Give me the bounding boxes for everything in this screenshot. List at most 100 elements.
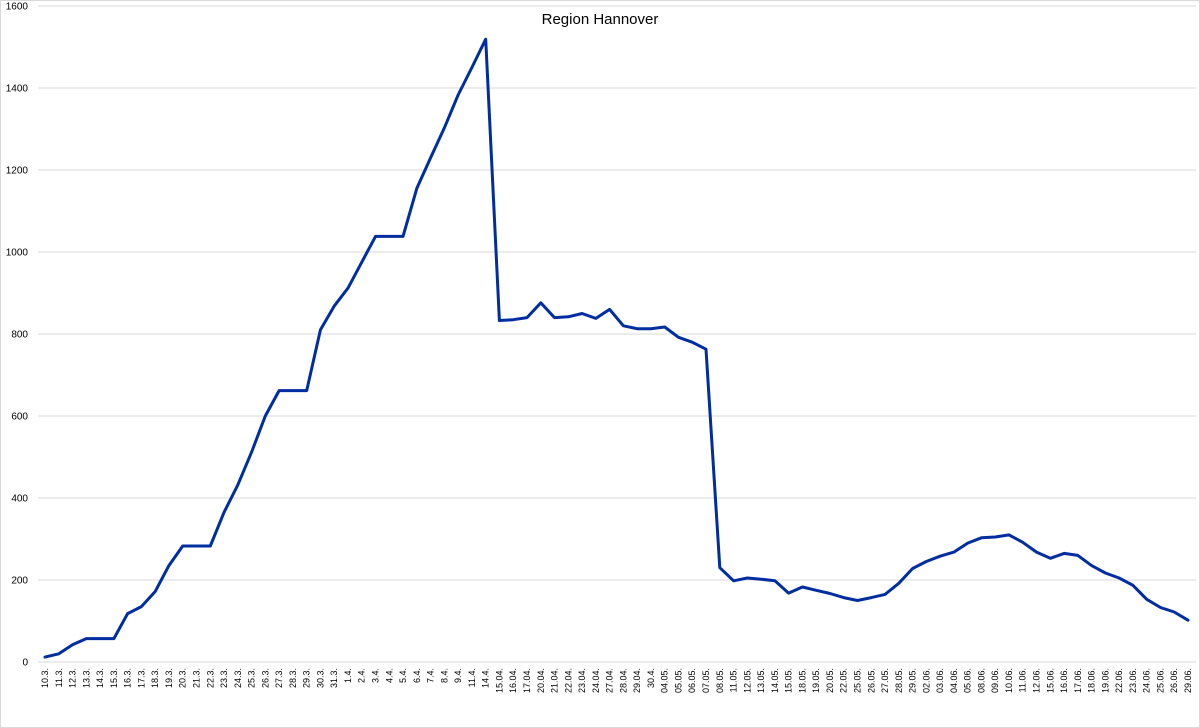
x-tick-label: 09.06. [990, 668, 1000, 693]
y-tick-label: 1000 [6, 248, 29, 259]
x-tick-label: 7.4. [426, 668, 436, 683]
x-tick-label: 22.06. [1114, 668, 1124, 693]
x-tick-label: 15.06. [1045, 668, 1055, 693]
x-tick-label: 03.06. [935, 668, 945, 693]
gridlines [38, 5, 1196, 663]
x-tick-label: 29.3. [302, 668, 312, 688]
y-tick-label: 400 [11, 494, 28, 505]
y-tick-label: 200 [11, 576, 28, 587]
x-tick-label: 3.4. [371, 668, 381, 683]
x-tick-label: 02.06. [921, 668, 931, 693]
x-axis-tick-labels: 10.3. 11.3. 12.3. 13.3. 14.3. 15.3. 16.3. 17.3.… [40, 668, 1193, 693]
x-tick-label: 22.04. [563, 668, 573, 693]
x-tick-label: 17.04. [522, 668, 532, 693]
x-tick-label: 28.3. [288, 668, 298, 688]
x-tick-label: 10.06. [1004, 668, 1014, 693]
x-tick-label: 8.4. [439, 668, 449, 683]
x-tick-label: 22.3. [205, 668, 215, 688]
x-tick-label: 12.3. [68, 668, 78, 688]
x-tick-label: 19.3. [164, 668, 174, 688]
x-tick-label: 26.05. [866, 668, 876, 693]
x-tick-label: 19.05. [811, 668, 821, 693]
x-tick-label: 24.3. [233, 668, 243, 688]
x-tick-label: 28.04. [618, 668, 628, 693]
series-group [43, 37, 1190, 659]
x-tick-label: 16.04. [508, 668, 518, 693]
x-tick-label: 22.05. [839, 668, 849, 693]
x-tick-label: 14.3. [95, 668, 105, 688]
x-tick-label: 18.3. [150, 668, 160, 688]
x-tick-label: 04.05. [660, 668, 670, 693]
x-tick-label: 16.3. [123, 668, 133, 688]
x-tick-label: 30.4. [646, 668, 656, 688]
x-tick-label: 6.4. [412, 668, 422, 683]
x-tick-label: 25.05. [852, 668, 862, 693]
x-tick-label: 05.06. [963, 668, 973, 693]
series-line [43, 37, 1190, 659]
x-tick-label: 27.05. [880, 668, 890, 693]
x-tick-label: 9.4. [453, 668, 463, 683]
x-tick-label: 24.06. [1142, 668, 1152, 693]
y-tick-label: 1400 [6, 84, 29, 95]
x-tick-label: 15.04. [494, 668, 504, 693]
x-tick-label: 25.06. [1155, 668, 1165, 693]
x-tick-label: 13.3. [81, 668, 91, 688]
y-tick-label: 800 [11, 330, 28, 341]
x-tick-label: 20.05. [825, 668, 835, 693]
x-tick-label: 20.04. [536, 668, 546, 693]
x-tick-label: 13.05. [756, 668, 766, 693]
x-tick-label: 18.05. [797, 668, 807, 693]
x-tick-label: 14.4. [481, 668, 491, 688]
x-tick-label: 18.06. [1087, 668, 1097, 693]
x-tick-label: 27.04. [605, 668, 615, 693]
x-tick-label: 11.4. [467, 668, 477, 687]
x-tick-label: 28.05. [894, 668, 904, 693]
x-tick-label: 04.06. [949, 668, 959, 693]
x-tick-label: 31.3. [329, 668, 339, 688]
x-tick-label: 1.4. [343, 668, 353, 683]
x-tick-label: 17.3. [136, 668, 146, 688]
x-tick-label: 23.06. [1128, 668, 1138, 693]
x-tick-label: 20.3. [178, 668, 188, 688]
x-tick-label: 24.04. [591, 668, 601, 693]
x-tick-label: 15.3. [109, 668, 119, 688]
x-tick-label: 2.4. [357, 668, 367, 683]
x-tick-label: 12.06. [1032, 668, 1042, 693]
x-tick-label: 07.05. [701, 668, 711, 693]
y-tick-label: 1600 [6, 2, 29, 13]
x-tick-label: 06.05. [687, 668, 697, 693]
x-tick-label: 27.3. [274, 668, 284, 688]
x-tick-label: 08.06. [976, 668, 986, 693]
x-tick-label: 21.3. [191, 668, 201, 688]
x-tick-label: 14.05. [770, 668, 780, 693]
x-tick-label: 11.05. [729, 668, 739, 692]
y-tick-label: 0 [22, 658, 28, 669]
x-tick-label: 5.4. [398, 668, 408, 683]
x-tick-label: 05.05. [673, 668, 683, 693]
y-tick-label: 600 [11, 412, 28, 423]
x-tick-label: 26.06. [1169, 668, 1179, 693]
x-tick-label: 23.04. [577, 668, 587, 693]
x-tick-label: 11.3. [54, 668, 64, 687]
chart-title: Region Hannover [542, 11, 659, 28]
x-tick-label: 08.05. [715, 668, 725, 693]
x-tick-label: 30.3. [315, 668, 325, 688]
x-tick-label: 23.3. [219, 668, 229, 688]
y-axis-tick-labels: 0 200 400 600 800 1000 1200 1400 1600 [6, 2, 29, 669]
x-tick-label: 10.3. [40, 668, 50, 688]
x-tick-label: 15.05. [784, 668, 794, 693]
x-tick-label: 29.04. [632, 668, 642, 693]
x-tick-label: 29.06. [1183, 668, 1193, 693]
x-tick-label: 4.4. [384, 668, 394, 683]
y-tick-label: 1200 [6, 166, 29, 177]
x-tick-label: 25.3. [247, 668, 257, 688]
x-tick-label: 29.05. [908, 668, 918, 693]
x-tick-label: 16.06. [1059, 668, 1069, 693]
x-tick-label: 17.06. [1073, 668, 1083, 693]
x-tick-label: 26.3. [260, 668, 270, 688]
x-tick-label: 21.04. [550, 668, 560, 693]
x-tick-label: 11.06. [1018, 668, 1028, 692]
x-tick-label: 12.05. [742, 668, 752, 693]
